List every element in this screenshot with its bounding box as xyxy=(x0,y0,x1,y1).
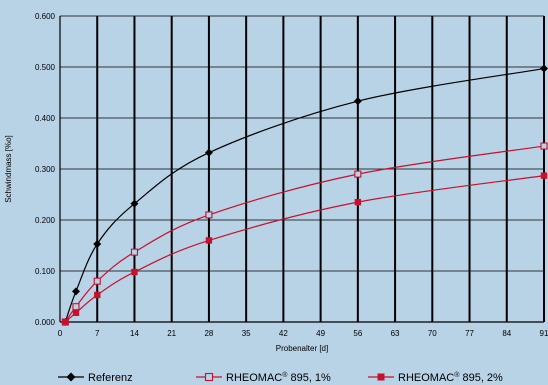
x-tick-label: 56 xyxy=(353,329,362,338)
legend-label-rheomac-2: RHEOMAC® 895, 2% xyxy=(398,371,503,384)
x-tick-label: 91 xyxy=(540,329,548,338)
x-tick-label: 84 xyxy=(502,329,511,338)
data-point-2 xyxy=(131,268,138,276)
y-tick-label: 0.600 xyxy=(35,12,56,21)
series-layer xyxy=(61,64,548,326)
legend-label-rheomac-1: RHEOMAC® 895, 1% xyxy=(226,371,331,384)
x-tick-label: 49 xyxy=(316,329,325,338)
data-point-1 xyxy=(72,303,80,311)
tick-labels: 0.000 0.100 0.200 0.300 0.400 0.500 0.600 0 7 14 2… xyxy=(35,12,548,338)
axes xyxy=(59,16,544,323)
data-point-1 xyxy=(540,142,548,150)
legend: Referenz RHEOMAC® 895, 1% RHEOMAC® 895, … xyxy=(58,371,503,384)
data-point-1 xyxy=(93,277,101,285)
y-tick-label: 0.200 xyxy=(35,216,56,225)
y-tick-label: 0.100 xyxy=(35,267,56,276)
data-point-0 xyxy=(540,64,548,73)
grid xyxy=(60,15,545,322)
legend-item-rheomac-1: RHEOMAC® 895, 1% xyxy=(196,371,331,384)
x-tick-label: 63 xyxy=(391,329,400,338)
x-tick-label: 70 xyxy=(428,329,437,338)
data-point-2 xyxy=(72,309,80,317)
data-point-0 xyxy=(204,148,213,157)
data-point-0 xyxy=(93,239,102,248)
y-tick-label: 0.000 xyxy=(35,318,56,327)
y-tick-label: 0.500 xyxy=(35,63,56,72)
x-tick-label: 0 xyxy=(58,329,63,338)
legend-item-referenz: Referenz xyxy=(58,372,133,384)
legend-marker-open-square-icon xyxy=(204,372,214,382)
series-line-0 xyxy=(64,67,545,323)
data-point-1 xyxy=(205,211,213,219)
x-tick-label: 42 xyxy=(279,329,288,338)
x-tick-label: 14 xyxy=(130,329,139,338)
x-tick-label: 7 xyxy=(95,329,100,338)
y-axis-title: Schwindmass [%o] xyxy=(4,135,13,203)
x-tick-label: 28 xyxy=(204,329,213,338)
data-point-1 xyxy=(354,170,362,178)
legend-item-rheomac-2: RHEOMAC® 895, 2% xyxy=(368,371,503,384)
legend-marker-diamond-icon xyxy=(66,372,76,382)
data-point-2 xyxy=(205,237,213,244)
data-point-1 xyxy=(130,248,139,256)
data-point-2 xyxy=(354,198,362,206)
data-point-2 xyxy=(62,318,69,326)
data-point-0 xyxy=(71,287,80,296)
data-point-2 xyxy=(94,291,101,299)
x-axis-title: Probenalter [d] xyxy=(276,344,328,353)
data-point-2 xyxy=(540,172,548,179)
data-point-0 xyxy=(130,199,139,208)
legend-label-referenz: Referenz xyxy=(88,372,133,384)
y-tick-label: 0.400 xyxy=(35,114,56,123)
x-tick-label: 77 xyxy=(465,329,474,338)
legend-marker-filled-square-icon xyxy=(377,373,385,381)
x-tick-label: 21 xyxy=(167,329,176,338)
x-tick-label: 35 xyxy=(242,329,251,338)
y-tick-label: 0.300 xyxy=(35,165,56,174)
data-point-0 xyxy=(353,97,362,106)
